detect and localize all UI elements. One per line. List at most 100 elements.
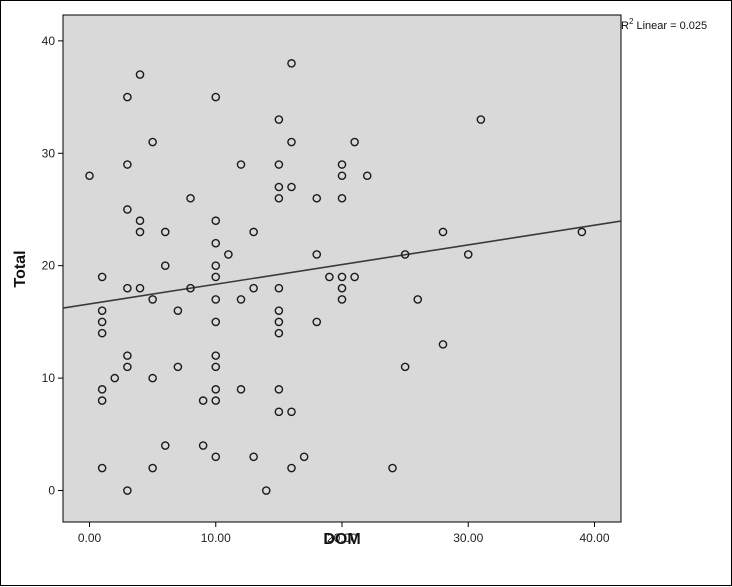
data-point	[135, 216, 145, 226]
data-point	[274, 407, 284, 417]
data-point	[148, 137, 157, 147]
data-point	[287, 407, 296, 417]
data-point	[287, 137, 296, 147]
y-tick-label: 0	[48, 484, 55, 498]
data-point	[236, 295, 246, 304]
data-point	[160, 227, 170, 237]
data-point	[438, 227, 448, 237]
data-point	[350, 137, 359, 147]
data-point	[97, 328, 107, 338]
data-point	[123, 351, 132, 360]
x-tick-label: 40.00	[579, 531, 609, 545]
data-point	[211, 295, 221, 304]
data-point	[287, 463, 296, 473]
x-tick-label: 0.00	[78, 531, 102, 545]
plot-area	[62, 14, 622, 523]
x-tick-label: 20.00	[327, 531, 357, 545]
data-point	[299, 452, 309, 462]
data-point	[186, 283, 195, 293]
data-point	[123, 362, 132, 372]
data-point	[274, 182, 284, 192]
data-point	[123, 160, 132, 169]
data-point	[211, 452, 221, 462]
data-point	[274, 328, 284, 338]
data-point	[97, 317, 107, 327]
data-point	[325, 272, 334, 282]
data-point	[211, 272, 221, 282]
data-point	[123, 486, 132, 495]
data-point	[97, 306, 107, 315]
data-point	[173, 362, 183, 372]
y-tick-label: 20	[42, 259, 56, 273]
data-point	[312, 317, 322, 327]
data-point	[135, 283, 145, 293]
data-point	[97, 272, 107, 282]
data-point	[337, 283, 347, 293]
data-point	[476, 115, 486, 124]
r-squared-label: R2 Linear = 0.025	[621, 17, 707, 32]
data-point	[148, 295, 157, 304]
data-point	[160, 261, 170, 270]
data-point	[211, 385, 221, 394]
r2-superscript: 2	[629, 17, 634, 26]
y-tick-label: 30	[42, 146, 56, 160]
x-axis: 0.00 10.00 20.00 30.00 40.00	[78, 522, 610, 545]
x-tick-label: 10.00	[201, 531, 231, 545]
data-point	[388, 463, 397, 473]
data-point	[148, 373, 157, 383]
data-point	[160, 441, 170, 450]
data-point	[287, 182, 296, 192]
data-point	[337, 295, 347, 304]
data-point	[274, 115, 284, 124]
data-point	[211, 92, 221, 102]
data-point	[123, 205, 132, 214]
data-point	[274, 317, 284, 327]
data-point	[350, 272, 359, 282]
data-point	[337, 272, 347, 282]
data-point	[123, 92, 132, 102]
data-point	[211, 351, 221, 360]
data-point	[337, 160, 347, 169]
data-point	[211, 238, 221, 248]
fit-line-group	[63, 220, 621, 309]
data-point	[463, 250, 473, 259]
data-point	[173, 306, 183, 315]
data-point	[274, 385, 284, 394]
data-point	[224, 250, 233, 259]
y-tick-label: 40	[42, 34, 56, 48]
points-group	[85, 59, 587, 495]
y-axis-title: Total	[12, 250, 29, 287]
linear-fit-line	[63, 220, 621, 309]
data-point	[211, 216, 221, 226]
data-point	[287, 59, 296, 68]
data-point	[236, 385, 246, 394]
data-point	[211, 317, 221, 327]
r2-suffix: Linear = 0.025	[633, 20, 707, 32]
data-point	[211, 396, 221, 405]
data-point	[438, 340, 448, 349]
data-point	[135, 70, 145, 79]
data-point	[312, 250, 322, 259]
data-point	[400, 250, 410, 259]
data-point	[337, 193, 347, 203]
data-point	[249, 227, 258, 237]
data-point	[274, 193, 284, 203]
y-axis: 0 10 20 30 40	[42, 34, 63, 498]
data-point	[413, 295, 423, 304]
data-point	[274, 160, 284, 169]
data-point	[312, 193, 322, 203]
data-point	[123, 283, 132, 293]
data-point	[110, 373, 120, 383]
data-point	[362, 171, 372, 181]
data-point	[186, 193, 195, 203]
data-point	[249, 452, 258, 462]
data-point	[198, 396, 208, 405]
data-point	[400, 362, 410, 372]
data-point	[577, 227, 587, 237]
data-point	[85, 171, 94, 181]
data-point	[97, 396, 107, 405]
data-point	[274, 306, 284, 315]
r2-prefix: R	[621, 20, 629, 32]
